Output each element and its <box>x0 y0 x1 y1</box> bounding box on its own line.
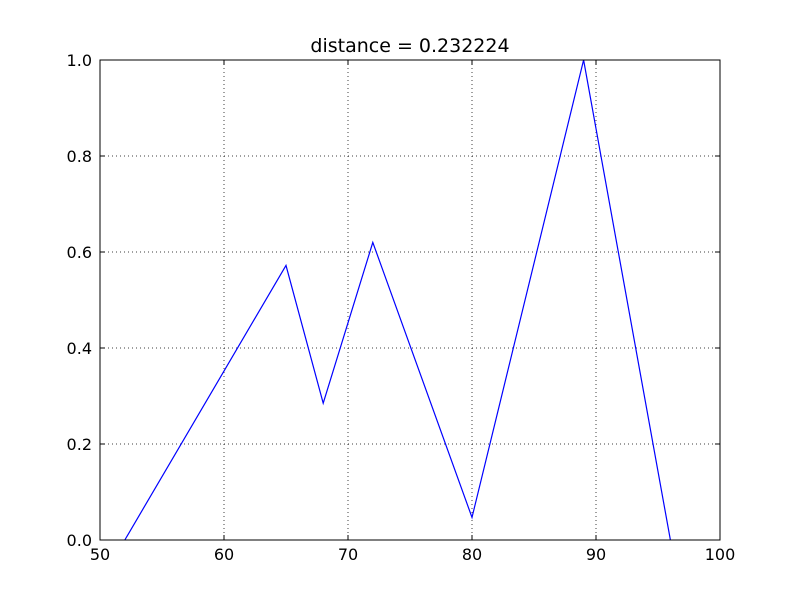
y-tick-label: 1.0 <box>67 51 92 70</box>
plot-area-frame <box>99 59 721 541</box>
series-layer <box>124 59 671 541</box>
x-tick-label: 70 <box>338 545 358 564</box>
y-tick-label: 0.4 <box>67 339 92 358</box>
x-tick-label: 90 <box>586 545 606 564</box>
x-tick-label: 60 <box>214 545 234 564</box>
y-tick-label: 0.0 <box>67 531 92 550</box>
chart-title: distance = 0.232224 <box>310 35 509 57</box>
series-line <box>124 59 671 541</box>
axis-ticks: 50 60 70 80 90 100 0.0 0.2 0.4 0.6 0.8 1.0 <box>67 51 736 564</box>
x-tick-label: 80 <box>462 545 482 564</box>
x-tick-label: 100 <box>705 545 736 564</box>
y-tick-label: 0.2 <box>67 435 92 454</box>
y-tick-label: 0.6 <box>67 243 92 262</box>
y-tick-label: 0.8 <box>67 147 92 166</box>
grid-lines <box>100 60 720 540</box>
x-tick-label: 50 <box>90 545 110 564</box>
